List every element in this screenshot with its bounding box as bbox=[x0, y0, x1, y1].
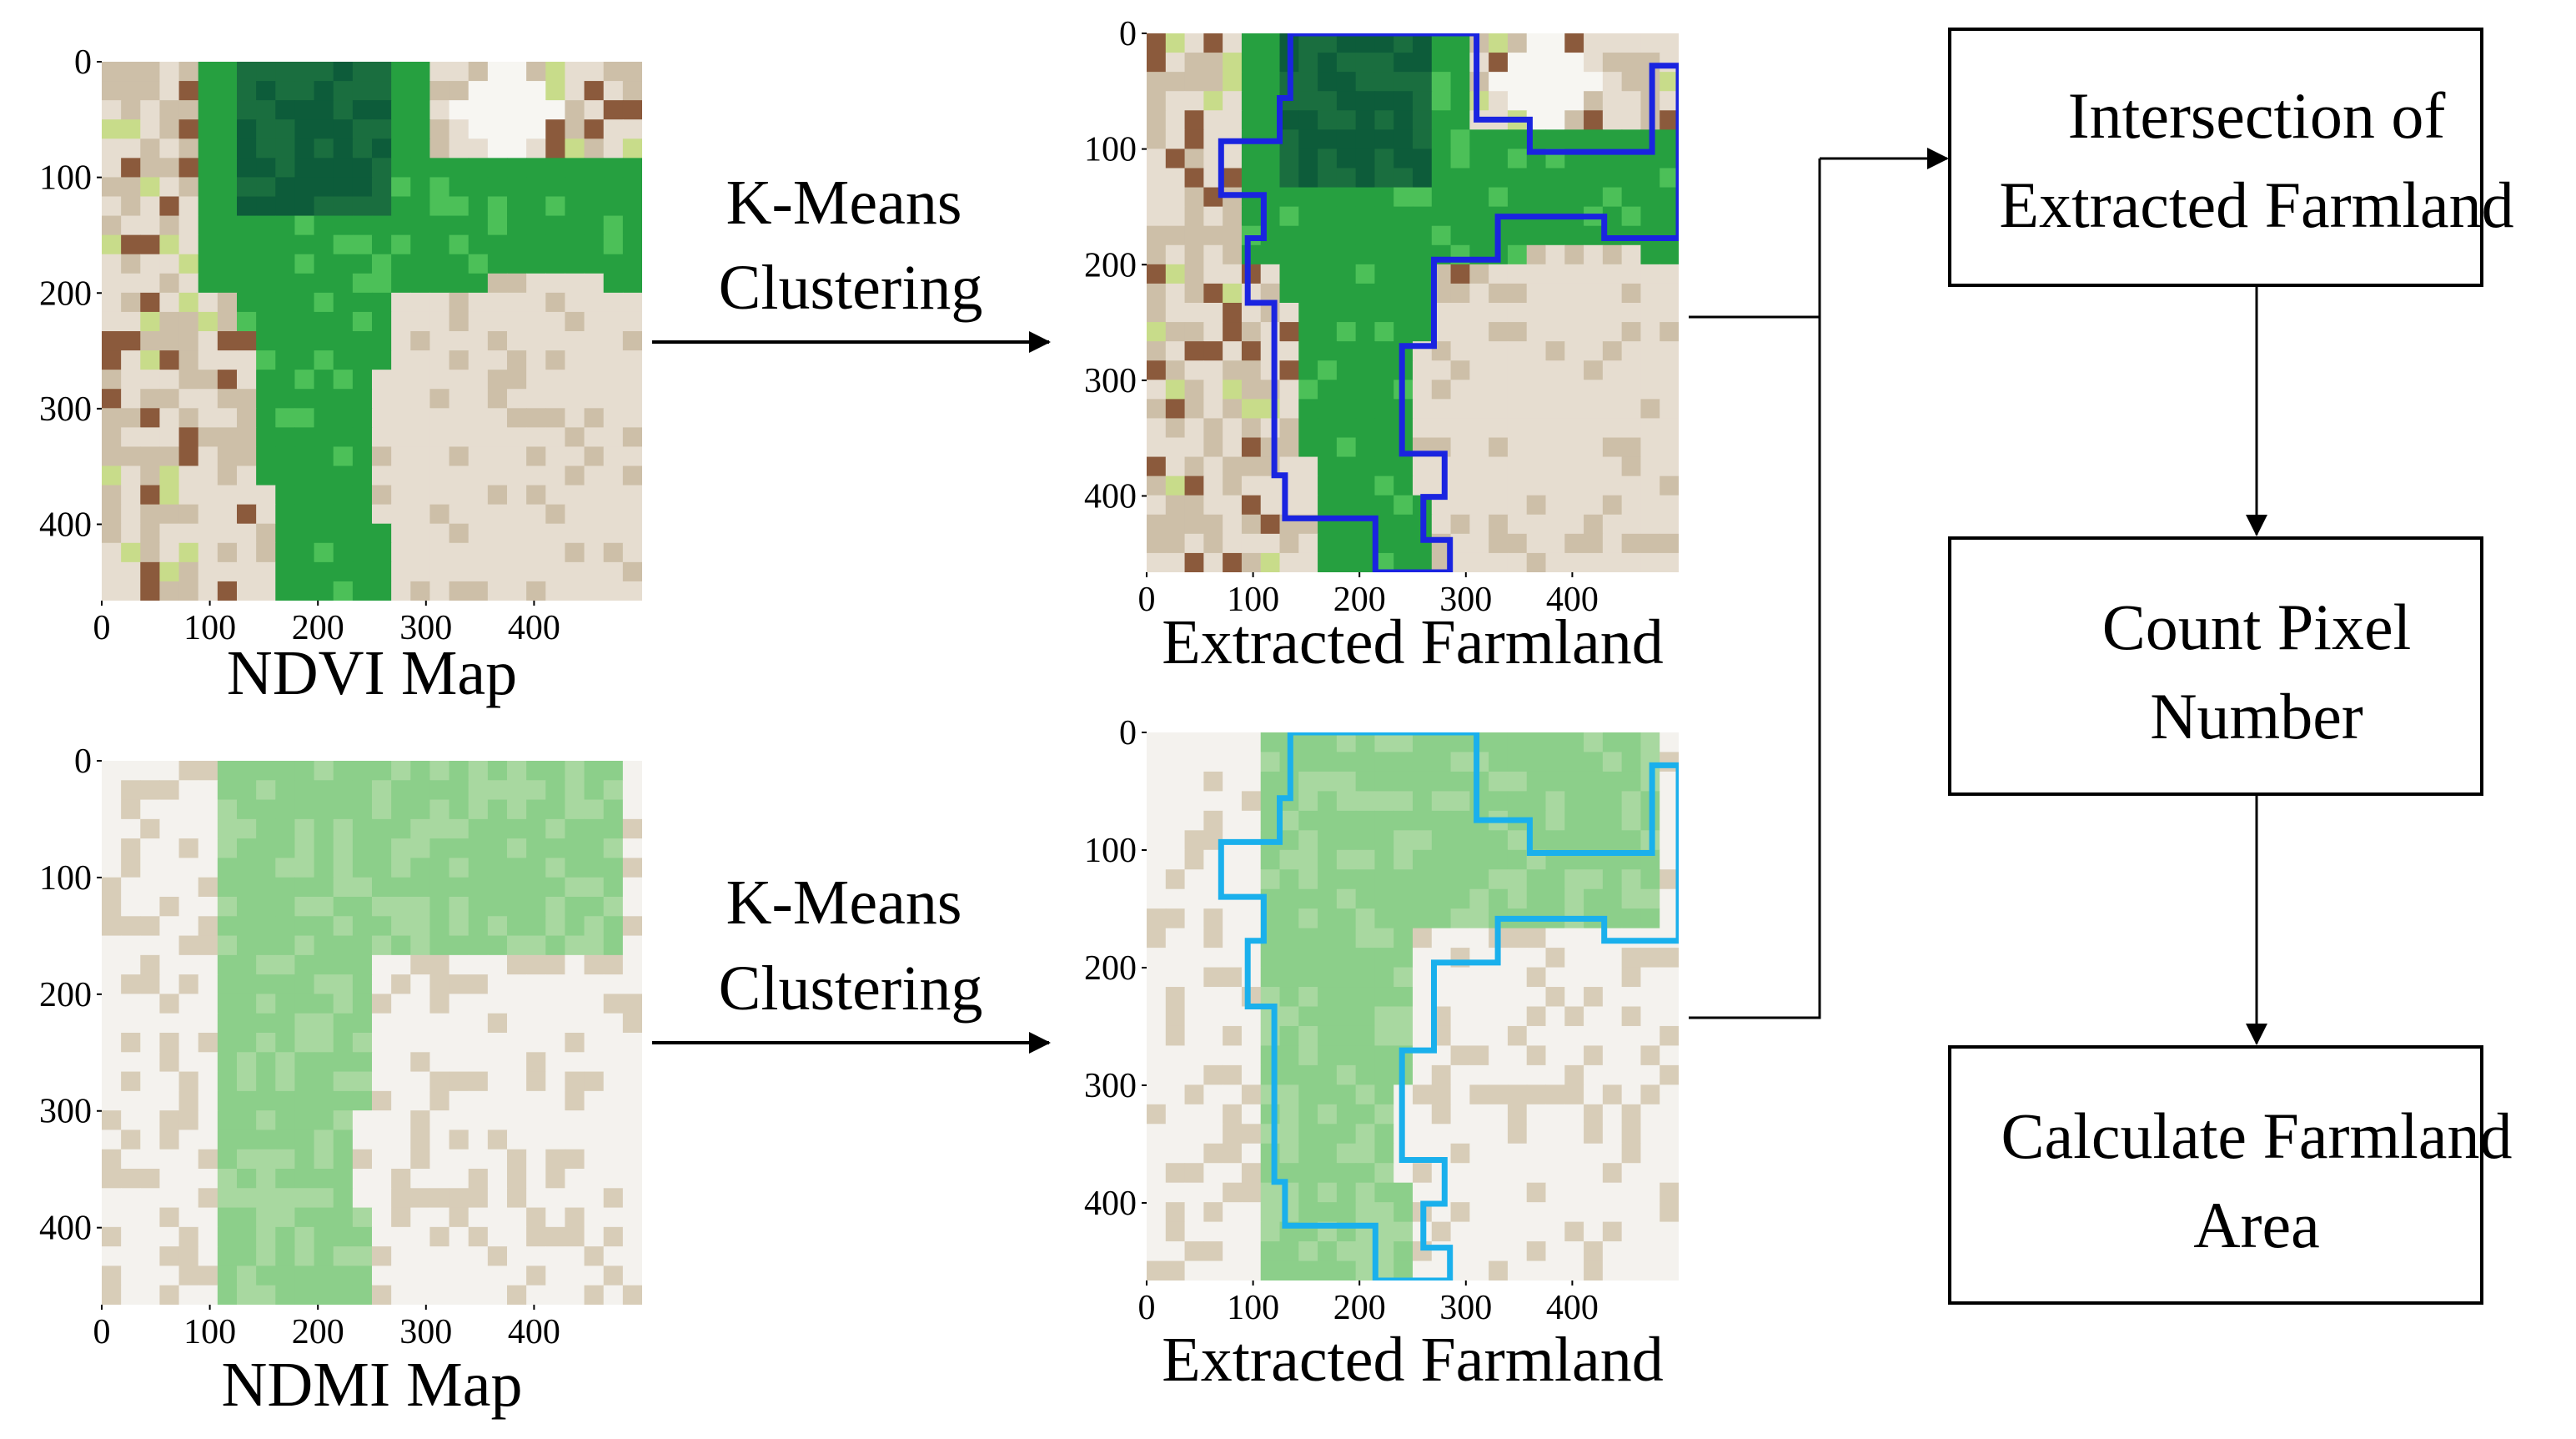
kmeans-bottom-label-line2: Clustering bbox=[719, 953, 983, 1024]
x-tick-label: 100 bbox=[183, 609, 236, 647]
x-tick-label: 200 bbox=[292, 1313, 344, 1351]
merge-connector bbox=[1689, 148, 1949, 1019]
y-tick-label: 400 bbox=[39, 1210, 92, 1248]
x-tick-label: 300 bbox=[1439, 1289, 1492, 1327]
y-tick-label: 0 bbox=[74, 742, 92, 781]
x-tick-label: 400 bbox=[1546, 581, 1599, 619]
x-tick-label: 100 bbox=[183, 1313, 236, 1351]
flow-box-calculate-area: Calculate Farmland Area bbox=[1948, 1045, 2513, 1305]
x-tick-label: 100 bbox=[1227, 1289, 1279, 1327]
y-tick-label: 200 bbox=[1084, 246, 1137, 284]
x-tick-label: 400 bbox=[1546, 1289, 1599, 1327]
ndmi-raster bbox=[102, 761, 642, 1305]
flow-box-intersection-line2: Extracted Farmland bbox=[1999, 169, 2513, 241]
x-tick-label: 200 bbox=[1333, 1289, 1386, 1327]
x-tick-label: 400 bbox=[508, 609, 560, 647]
flow-box-calculate-line1: Calculate Farmland bbox=[2001, 1099, 2513, 1172]
y-tick-label: 0 bbox=[1119, 15, 1137, 53]
kmeans-top-label-line1: K-Means bbox=[726, 168, 962, 238]
y-tick-label: 400 bbox=[39, 506, 92, 545]
x-tick-label: 0 bbox=[93, 609, 111, 647]
y-tick-label: 400 bbox=[1084, 1185, 1137, 1223]
y-tick-label: 100 bbox=[1084, 131, 1137, 169]
flow-box-calculate-line2: Area bbox=[2193, 1189, 2320, 1261]
y-tick-label: 200 bbox=[1084, 949, 1137, 988]
kmeans-bottom-label-line1: K-Means bbox=[726, 868, 962, 938]
flow-box-count-pixel: Count Pixel Number bbox=[1948, 536, 2483, 796]
flow-box-intersection: Intersection of Extracted Farmland bbox=[1948, 28, 2514, 287]
y-tick-label: 100 bbox=[39, 859, 92, 898]
y-tick-label: 200 bbox=[39, 976, 92, 1014]
flow-box-intersection-line1: Intersection of bbox=[2068, 79, 2446, 152]
ndmi-extracted-raster bbox=[1147, 732, 1679, 1281]
y-tick-label: 300 bbox=[1084, 362, 1137, 400]
ndmi-extracted-caption: Extracted Farmland bbox=[1162, 1325, 1663, 1395]
x-tick-label: 400 bbox=[508, 1313, 560, 1351]
ndvi-caption: NDVI Map bbox=[227, 638, 517, 708]
kmeans-arrow-top: K-Means Clustering bbox=[652, 168, 1051, 353]
y-tick-label: 300 bbox=[39, 1093, 92, 1131]
y-tick-label: 400 bbox=[1084, 478, 1137, 516]
x-tick-label: 300 bbox=[1439, 581, 1492, 619]
x-tick-label: 0 bbox=[1138, 1289, 1156, 1327]
ndmi-caption: NDMI Map bbox=[222, 1350, 523, 1420]
flow-box-count-line1: Count Pixel bbox=[2102, 591, 2412, 663]
y-tick-label: 0 bbox=[1119, 714, 1137, 752]
ndmi-extracted-farmland-outline bbox=[1218, 732, 1679, 1281]
kmeans-top-label-line2: Clustering bbox=[719, 253, 983, 323]
x-tick-label: 300 bbox=[399, 609, 452, 647]
y-tick-label: 100 bbox=[1084, 832, 1137, 870]
ndvi-extracted-farmland-outline bbox=[1218, 33, 1679, 572]
y-tick-label: 300 bbox=[1084, 1067, 1137, 1105]
x-tick-label: 200 bbox=[1333, 581, 1386, 619]
ndvi-raster bbox=[102, 62, 642, 601]
x-tick-label: 0 bbox=[1138, 581, 1156, 619]
x-tick-label: 200 bbox=[292, 609, 344, 647]
y-tick-label: 200 bbox=[39, 274, 92, 313]
flow-box-count-line2: Number bbox=[2150, 680, 2363, 752]
y-tick-label: 300 bbox=[39, 390, 92, 429]
x-tick-label: 0 bbox=[93, 1313, 111, 1351]
x-tick-label: 300 bbox=[399, 1313, 452, 1351]
y-tick-label: 0 bbox=[74, 43, 92, 82]
ndvi-extracted-caption: Extracted Farmland bbox=[1162, 607, 1663, 677]
ndvi-extracted-raster bbox=[1147, 33, 1679, 572]
x-tick-label: 100 bbox=[1227, 581, 1279, 619]
y-tick-label: 100 bbox=[39, 159, 92, 198]
kmeans-arrow-bottom: K-Means Clustering bbox=[652, 868, 1051, 1054]
